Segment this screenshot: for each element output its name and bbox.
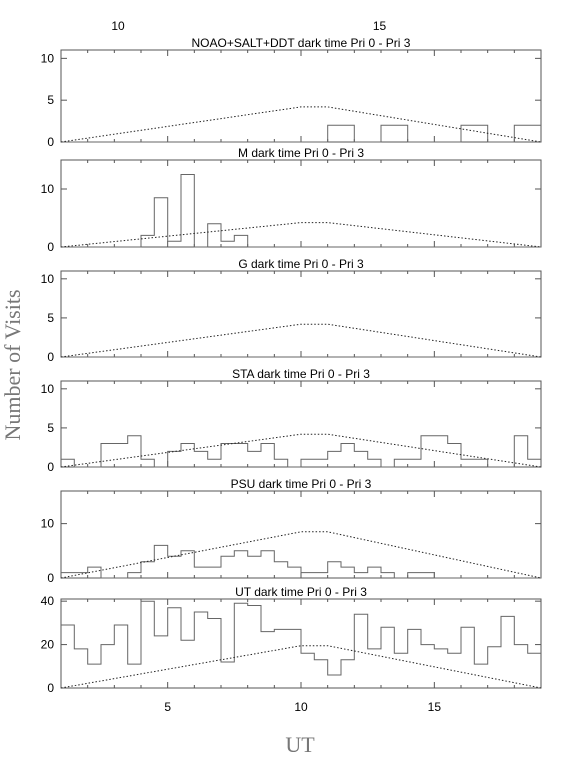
panel-frame	[60, 380, 542, 468]
y-tick-label: 10	[41, 517, 55, 531]
panel-5: 0 20 40 UT dark time Pri 0 - Pri 3	[41, 585, 542, 695]
reference-curve	[60, 323, 542, 358]
panel-frame	[60, 49, 542, 143]
panel-title: STA dark time Pri 0 - Pri 3	[232, 367, 370, 381]
histogram-panels: 0 5 10 NOAO+SALT+DDT dark time Pri 0 - Pri …	[41, 36, 542, 695]
panel-3: 0 5 10 STA dark time Pri 0 - Pri 3	[41, 367, 542, 474]
y-tick-label: 10	[41, 382, 55, 396]
y-tick-label: 0	[47, 681, 54, 695]
bottom-axis-tick-label: 10	[294, 700, 308, 714]
histogram-series	[61, 600, 541, 676]
histogram-series	[61, 544, 541, 579]
histogram-series	[61, 124, 541, 143]
reference-curve	[60, 222, 542, 248]
y-tick-label: 0	[47, 460, 54, 474]
panel-title: M dark time Pri 0 - Pri 3	[238, 146, 364, 160]
panel-frame	[60, 159, 542, 248]
panel-title: UT dark time Pri 0 - Pri 3	[235, 585, 367, 599]
y-tick-label: 0	[47, 135, 54, 149]
y-tick-label: 0	[47, 240, 54, 254]
y-tick-label: 10	[41, 272, 55, 286]
bottom-axis-tick-label: 5	[164, 700, 171, 714]
panel-title: NOAO+SALT+DDT dark time Pri 0 - Pri 3	[192, 36, 411, 50]
y-axis-label: Number of Visits	[0, 289, 25, 440]
top-axis-tick-label: 10	[111, 19, 125, 33]
y-tick-label: 10	[41, 182, 55, 196]
bottom-axis-tick-labels: 5 10 15	[164, 700, 441, 714]
reference-curve	[60, 106, 542, 143]
y-tick-label: 0	[47, 350, 54, 364]
y-tick-label: 0	[47, 571, 54, 585]
histogram-series	[61, 435, 541, 468]
y-tick-label: 40	[41, 594, 55, 608]
y-tick-label: 5	[47, 93, 54, 107]
histogram-series	[61, 174, 541, 248]
y-tick-label: 5	[47, 421, 54, 435]
panel-frame	[60, 490, 542, 579]
y-tick-label: 20	[41, 638, 55, 652]
panel-frame	[60, 270, 542, 358]
top-axis-tick-label: 15	[373, 19, 387, 33]
panel-title: PSU dark time Pri 0 - Pri 3	[231, 477, 372, 491]
panel-2: 0 5 10 G dark time Pri 0 - Pri 3	[41, 257, 542, 364]
bottom-axis-tick-label: 15	[428, 700, 442, 714]
panel-4: 0 10 PSU dark time Pri 0 - Pri 3	[41, 477, 542, 585]
reference-curve	[60, 645, 542, 689]
x-axis-label: UT	[285, 732, 315, 757]
panel-1: 0 10 M dark time Pri 0 - Pri 3	[41, 146, 542, 254]
top-axis-tick-labels: 10152025	[111, 19, 387, 33]
y-tick-label: 5	[47, 311, 54, 325]
panel-0: 0 5 10 NOAO+SALT+DDT dark time Pri 0 - Pri …	[41, 36, 542, 149]
panel-title: G dark time Pri 0 - Pri 3	[238, 257, 364, 271]
reference-curve	[60, 433, 542, 468]
y-tick-label: 10	[41, 51, 55, 65]
